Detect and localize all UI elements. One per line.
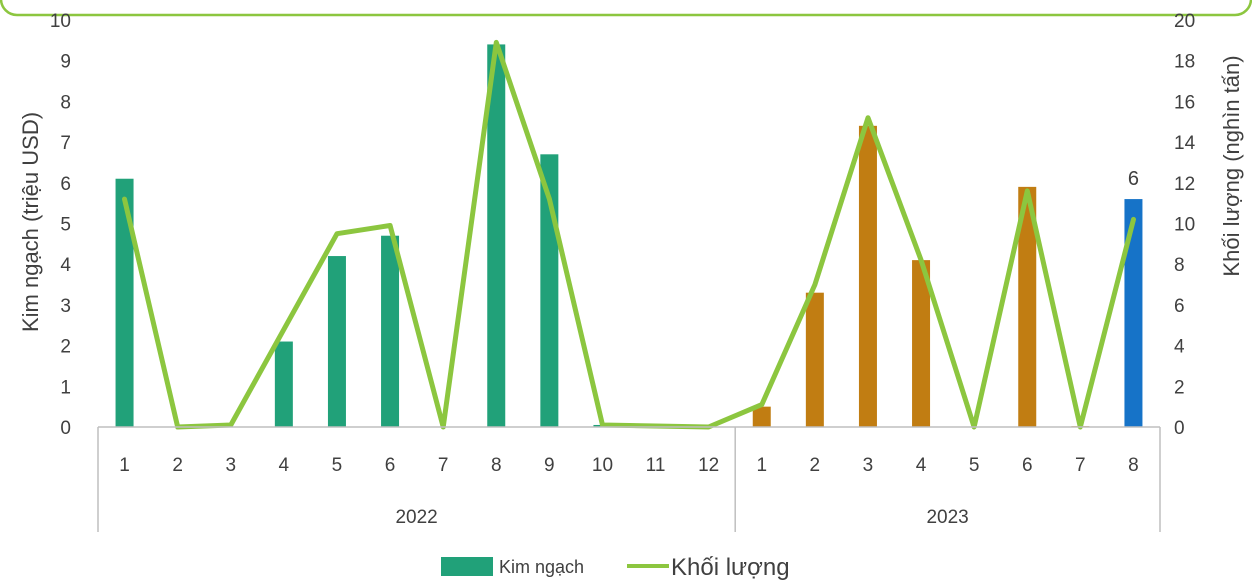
x-tick-label: 9 <box>544 455 555 476</box>
bar <box>1124 199 1142 427</box>
y-right-tick-label: 16 <box>1174 92 1195 113</box>
y-right-tick-label: 0 <box>1174 418 1185 439</box>
y-left-axis-title: Kim ngạch (triệu USD) <box>18 112 43 332</box>
x-tick-label: 12 <box>698 455 719 476</box>
x-tick-label: 1 <box>119 455 130 476</box>
y-right-tick-label: 10 <box>1174 215 1195 236</box>
y-right-tick-label: 8 <box>1174 255 1185 276</box>
x-tick-label: 5 <box>969 455 980 476</box>
y-right-tick-label: 12 <box>1174 174 1195 195</box>
legend-label-khoi-luong: Khối lượng <box>671 554 790 580</box>
x-tick-label: 4 <box>916 455 927 476</box>
x-tick-label: 6 <box>385 455 396 476</box>
bar <box>806 293 824 427</box>
bar <box>381 236 399 427</box>
y-left-tick-label: 3 <box>60 296 71 317</box>
y-left-tick-label: 8 <box>60 92 71 113</box>
y-left-tick-label: 10 <box>50 11 71 32</box>
x-group-label: 2022 <box>395 507 437 528</box>
y-left-tick-label: 2 <box>60 337 71 358</box>
bar <box>275 342 293 427</box>
x-tick-label: 4 <box>279 455 290 476</box>
y-right-tick-label: 4 <box>1174 337 1185 358</box>
chart-frame-border <box>1 0 1251 15</box>
x-tick-label: 6 <box>1022 455 1033 476</box>
legend-label-kim-ngach: Kim ngạch <box>499 557 584 577</box>
y-right-axis-title: Khối lượng (nghìn tấn) <box>1219 55 1244 276</box>
y-right-tick-labels: 0 2 4 6 8 10 12 14 16 18 20 <box>1174 11 1196 439</box>
x-tick-label: 8 <box>1128 455 1139 476</box>
y-left-tick-label: 0 <box>60 418 71 439</box>
y-left-tick-labels: 0 1 2 3 4 5 6 7 8 9 10 <box>50 11 72 439</box>
legend: Kim ngạch Khối lượng <box>441 554 790 580</box>
y-left-tick-label: 7 <box>60 133 71 154</box>
y-right-tick-label: 2 <box>1174 377 1185 398</box>
legend-swatch-kim-ngach <box>441 557 493 576</box>
bar <box>328 256 346 427</box>
x-tick-label: 5 <box>332 455 343 476</box>
x-tick-label: 2 <box>172 455 183 476</box>
x-tick-label: 7 <box>1075 455 1086 476</box>
y-right-tick-label: 20 <box>1174 11 1195 32</box>
y-left-tick-label: 9 <box>60 52 71 73</box>
y-right-tick-label: 18 <box>1174 52 1195 73</box>
y-left-tick-label: 6 <box>60 174 71 195</box>
x-group-label: 2023 <box>926 507 968 528</box>
bar <box>859 126 877 427</box>
x-tick-label: 10 <box>592 455 613 476</box>
x-tick-label: 11 <box>646 455 666 476</box>
y-right-tick-label: 14 <box>1174 133 1196 154</box>
x-tick-label: 7 <box>438 455 449 476</box>
x-tick-label: 1 <box>756 455 767 476</box>
x-tick-label: 3 <box>863 455 874 476</box>
y-left-tick-label: 5 <box>60 215 71 236</box>
y-left-tick-label: 1 <box>60 377 71 398</box>
y-left-tick-label: 4 <box>60 255 71 276</box>
y-right-tick-label: 6 <box>1174 296 1185 317</box>
x-tick-label: 8 <box>491 455 502 476</box>
bar-data-label: 6 <box>1128 168 1139 190</box>
data-labels: 6 <box>1128 168 1139 190</box>
x-tick-label: 2 <box>810 455 821 476</box>
x-tick-label: 3 <box>225 455 236 476</box>
